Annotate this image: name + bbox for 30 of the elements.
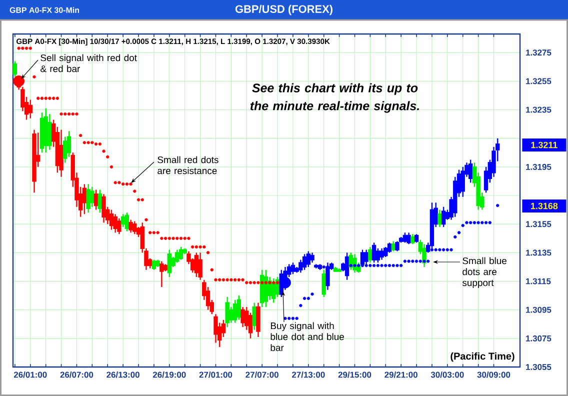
x-tick-label: 27/13:00 (292, 372, 325, 378)
x-tick-label: 30/09:00 (477, 372, 510, 378)
y-tick-label: 1.3135 (526, 250, 552, 256)
x-tick-label: 29/21:00 (384, 372, 418, 378)
text: 1.3168 (531, 202, 558, 210)
y-tick-label: 1.3235 (526, 106, 552, 113)
annotation: Buy signal with blue dot and blue bar (270, 322, 344, 352)
x-tick-label: 27/01:00 (199, 372, 232, 378)
y-tick-label: 1.3155 (526, 221, 552, 228)
x-tick-label: 29/15:00 (338, 372, 372, 378)
annotation: Small blue dots are support (462, 257, 506, 288)
annotation: See this chart with its up to the minute real-time signals. (250, 83, 420, 113)
annotation: (Pacific Time) (450, 352, 514, 362)
x-tick-label: 26/07:00 (60, 372, 94, 378)
y-tick-label: 1.3255 (526, 78, 552, 84)
y-tick-label: 1.3055 (526, 364, 552, 370)
text: 1.3211 (531, 142, 558, 148)
x-tick-label: 26/13:00 (106, 372, 140, 378)
y-tick-label: 1.3275 (526, 50, 552, 56)
x-tick-label: 26/19:00 (152, 372, 186, 378)
y-tick-label: 1.3115 (526, 278, 551, 284)
chart-title: GBP/USD (FOREX) (235, 4, 332, 16)
x-tick-label: 26/01:00 (14, 372, 47, 378)
annotation: Sell signal with red dot & red bar (40, 54, 137, 72)
x-tick-label: 27/07:00 (246, 372, 278, 378)
y-tick-label: 1.3095 (526, 306, 552, 313)
x-tick-label: 30/03:00 (430, 372, 464, 378)
annotation: Small red dots are resistance (158, 156, 218, 174)
y-tick-label: 1.3075 (526, 335, 552, 342)
y-tick-label: 1.3195 (526, 164, 552, 170)
